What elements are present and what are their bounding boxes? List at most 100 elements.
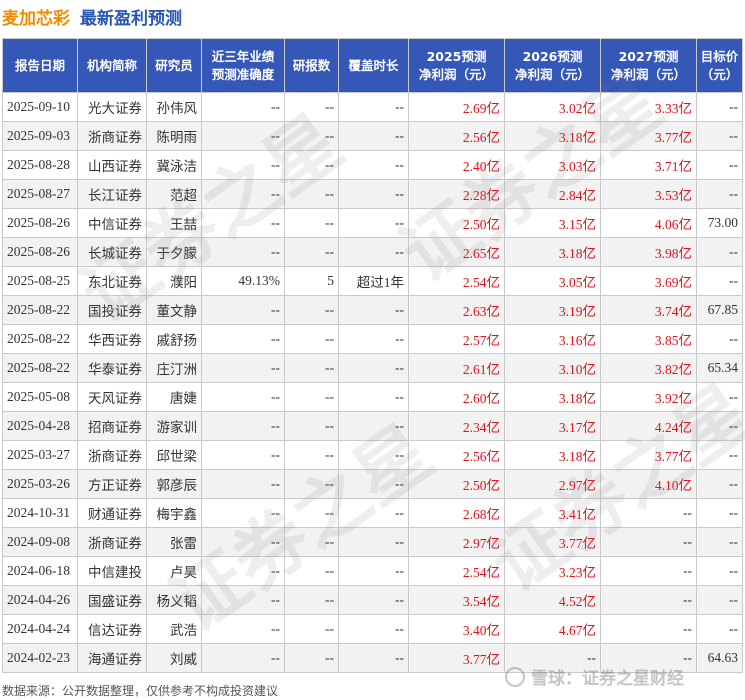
- institution-cell: 方正证券: [77, 469, 147, 499]
- accuracy-cell: --: [201, 382, 285, 412]
- analyst-cell: 郭彦辰: [146, 469, 202, 499]
- analyst-cell: 于夕朦: [146, 237, 202, 267]
- table-row[interactable]: 2025-08-28 山西证券 冀泳洁 -- -- -- 2.40亿 3.03亿 3.71亿 --: [2, 150, 743, 180]
- analyst-cell: 庄汀洲: [146, 353, 202, 383]
- table-row[interactable]: 2024-04-26 国盛证券 杨义韬 -- -- -- 3.54亿 4.52亿 -- --: [2, 585, 743, 615]
- accuracy-cell: --: [201, 208, 285, 238]
- institution-cell: 东北证券: [77, 266, 147, 296]
- report-date-cell: 2024-04-26: [2, 585, 78, 615]
- table-row[interactable]: 2025-08-22 国投证券 董文静 -- -- -- 2.63亿 3.19亿 3.74亿 67…: [2, 295, 743, 325]
- table-row[interactable]: 2025-03-26 方正证券 郭彦辰 -- -- -- 2.50亿 2.97亿 4.10亿 --: [2, 469, 743, 499]
- column-header-analyst[interactable]: 研究员: [146, 38, 202, 93]
- table-row[interactable]: 2025-08-26 中信证券 王喆 -- -- -- 2.50亿 3.15亿 4.06亿 73.…: [2, 208, 743, 238]
- forecast-2025-cell: 2.56亿: [408, 121, 505, 151]
- report-count-cell: --: [284, 353, 339, 383]
- accuracy-cell: --: [201, 324, 285, 354]
- table-row[interactable]: 2025-08-26 长城证券 于夕朦 -- -- -- 2.65亿 3.18亿 3.98亿 --: [2, 237, 743, 267]
- target-price-cell: --: [696, 498, 743, 528]
- analyst-cell: 冀泳洁: [146, 150, 202, 180]
- column-header-forecast-2026[interactable]: 2026预测 净利润（元）: [504, 38, 601, 93]
- forecast-2025-cell: 2.50亿: [408, 208, 505, 238]
- report-count-cell: --: [284, 382, 339, 412]
- table-row[interactable]: 2025-08-22 华泰证券 庄汀洲 -- -- -- 2.61亿 3.10亿 3.82亿 65…: [2, 353, 743, 383]
- coverage-cell: --: [338, 150, 409, 180]
- accuracy-cell: --: [201, 585, 285, 615]
- coverage-cell: --: [338, 92, 409, 122]
- forecast-2025-cell: 2.68亿: [408, 498, 505, 528]
- report-count-cell: 5: [284, 266, 339, 296]
- coverage-cell: --: [338, 324, 409, 354]
- column-header-report-count[interactable]: 研报数: [284, 38, 339, 93]
- column-header-coverage[interactable]: 覆盖时长: [338, 38, 409, 93]
- accuracy-cell: --: [201, 121, 285, 151]
- forecast-2026-cell: 4.52亿: [504, 585, 601, 615]
- accuracy-cell: --: [201, 614, 285, 644]
- forecast-2026-cell: 3.23亿: [504, 556, 601, 586]
- coverage-cell: --: [338, 121, 409, 151]
- analyst-cell: 卢昊: [146, 556, 202, 586]
- forecast-2026-cell: 3.17亿: [504, 411, 601, 441]
- target-price-cell: --: [696, 556, 743, 586]
- column-header-line: 研报数: [292, 57, 331, 73]
- table-row[interactable]: 2025-08-25 东北证券 濮阳 49.13% 5 超过1年 2.54亿 3.05亿 3.6…: [2, 266, 743, 296]
- table-row[interactable]: 2025-08-22 华西证券 戚舒扬 -- -- -- 2.57亿 3.16亿 3.85亿 --: [2, 324, 743, 354]
- table-row[interactable]: 2024-10-31 财通证券 梅宇鑫 -- -- -- 2.68亿 3.41亿 -- --: [2, 498, 743, 528]
- table-row[interactable]: 2024-06-18 中信建投 卢昊 -- -- -- 2.54亿 3.23亿 -- --: [2, 556, 743, 586]
- forecast-2027-cell: 4.10亿: [600, 469, 697, 499]
- title-bar: 麦加芯彩 最新盈利预测: [2, 3, 182, 29]
- forecast-2025-cell: 2.56亿: [408, 440, 505, 470]
- institution-cell: 华泰证券: [77, 353, 147, 383]
- institution-cell: 长江证券: [77, 179, 147, 209]
- table-row[interactable]: 2024-04-24 信达证券 武浩 -- -- -- 3.40亿 4.67亿 -- --: [2, 614, 743, 644]
- brand-name: 雪球：证券之星财经: [531, 669, 684, 689]
- target-price-cell: --: [696, 92, 743, 122]
- column-header-line: 2027预测: [618, 48, 679, 64]
- analyst-cell: 张雷: [146, 527, 202, 557]
- table-row[interactable]: 2024-09-08 浙商证券 张雷 -- -- -- 2.97亿 3.77亿 -- --: [2, 527, 743, 557]
- institution-cell: 华西证券: [77, 324, 147, 354]
- column-header-accuracy[interactable]: 近三年业绩 预测准确度: [201, 38, 285, 93]
- column-header-forecast-2027[interactable]: 2027预测 净利润（元）: [600, 38, 697, 93]
- report-count-cell: --: [284, 498, 339, 528]
- forecast-2027-cell: --: [600, 527, 697, 557]
- report-count-cell: --: [284, 527, 339, 557]
- institution-cell: 国盛证券: [77, 585, 147, 615]
- institution-cell: 国投证券: [77, 295, 147, 325]
- forecast-2026-cell: 3.05亿: [504, 266, 601, 296]
- forecast-2025-cell: 3.54亿: [408, 585, 505, 615]
- forecast-2025-cell: 2.54亿: [408, 556, 505, 586]
- table-row[interactable]: 2025-03-27 浙商证券 邱世梁 -- -- -- 2.56亿 3.18亿 3.77亿 --: [2, 440, 743, 470]
- forecast-2025-cell: 2.60亿: [408, 382, 505, 412]
- table-row[interactable]: 2025-05-08 天风证券 唐婕 -- -- -- 2.60亿 3.18亿 3.92亿 --: [2, 382, 743, 412]
- column-header-institution[interactable]: 机构简称: [77, 38, 147, 93]
- target-price-cell: 65.34: [696, 353, 743, 383]
- analyst-cell: 王喆: [146, 208, 202, 238]
- accuracy-cell: --: [201, 498, 285, 528]
- target-price-cell: --: [696, 527, 743, 557]
- analyst-cell: 濮阳: [146, 266, 202, 296]
- forecast-2025-cell: 2.97亿: [408, 527, 505, 557]
- column-header-forecast-2025[interactable]: 2025预测 净利润（元）: [408, 38, 505, 93]
- institution-cell: 招商证券: [77, 411, 147, 441]
- table-row[interactable]: 2025-04-28 招商证券 游家训 -- -- -- 2.34亿 3.17亿 4.24亿 --: [2, 411, 743, 441]
- forecast-2025-cell: 3.77亿: [408, 643, 505, 673]
- analyst-cell: 杨义韬: [146, 585, 202, 615]
- forecast-2026-cell: 3.16亿: [504, 324, 601, 354]
- report-count-cell: --: [284, 324, 339, 354]
- column-header-report-date[interactable]: 报告日期: [2, 38, 78, 93]
- report-count-cell: --: [284, 121, 339, 151]
- target-price-cell: 67.85: [696, 295, 743, 325]
- forecast-2025-cell: 2.50亿: [408, 469, 505, 499]
- column-header-line: 2026预测: [522, 48, 583, 64]
- brand-watermark: 雪球：证券之星财经: [505, 664, 684, 689]
- analyst-cell: 董文静: [146, 295, 202, 325]
- column-header-target-price[interactable]: 目标价 （元）: [696, 38, 743, 93]
- coverage-cell: --: [338, 527, 409, 557]
- forecast-2025-cell: 2.28亿: [408, 179, 505, 209]
- forecast-2025-cell: 2.40亿: [408, 150, 505, 180]
- table-row[interactable]: 2025-08-27 长江证券 范超 -- -- -- 2.28亿 2.84亿 3.53亿 --: [2, 179, 743, 209]
- table-row[interactable]: 2025-09-03 浙商证券 陈明雨 -- -- -- 2.56亿 3.18亿 3.77亿 --: [2, 121, 743, 151]
- target-price-cell: 73.00: [696, 208, 743, 238]
- table-row[interactable]: 2025-09-10 光大证券 孙伟风 -- -- -- 2.69亿 3.02亿 3.33亿 --: [2, 92, 743, 122]
- table-row[interactable]: 2024-02-23 海通证券 刘威 -- -- -- 3.77亿 -- -- 64.63: [2, 643, 743, 673]
